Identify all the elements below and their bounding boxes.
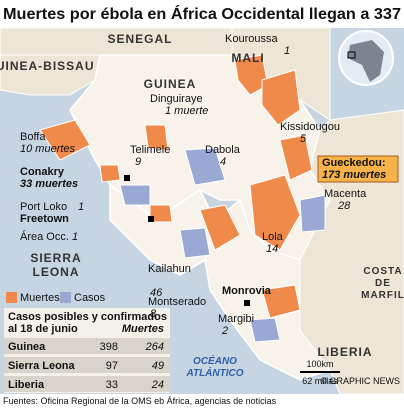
area-montserado: [261, 284, 301, 319]
table-cell: 33: [106, 379, 118, 391]
place-name: Margibi: [218, 313, 254, 325]
table-cell: Liberia: [8, 379, 45, 391]
table-cell: 97: [106, 360, 118, 372]
table-cell: Guinea: [8, 341, 46, 353]
place-name: Dinguiraye: [150, 93, 203, 105]
region-label: COSTA: [363, 266, 402, 277]
row-bg: [4, 376, 170, 392]
place-name: Port Loko: [20, 201, 67, 213]
region-label: LIBERIA: [318, 345, 373, 359]
place-name: Gueckedou:: [322, 157, 386, 169]
case-areas: [119, 147, 326, 343]
area-boffa: [39, 119, 91, 161]
place-name: Dabola: [205, 144, 241, 156]
place-name: Monrovia: [222, 285, 272, 297]
place-note: 8: [150, 308, 157, 320]
area-kissidougou: [279, 134, 313, 181]
place-name: Boffa: [20, 131, 46, 143]
area-margibi: [249, 317, 281, 343]
region-label: DE: [375, 278, 391, 289]
place-note: 5: [300, 133, 307, 145]
table-cell: Sierra Leona: [8, 360, 76, 372]
marker-freetown: [148, 216, 154, 222]
place-name: Área Occ.: [20, 230, 69, 243]
scale-label: 62 millas: [302, 376, 338, 386]
place-name: Montserado: [148, 296, 206, 308]
place-note: 173 muertes: [322, 169, 386, 181]
region-label: SENEGAL: [107, 32, 172, 46]
area-kouroussa: [234, 54, 269, 96]
table-cell: 264: [145, 341, 164, 353]
place-name: Freetown: [20, 213, 69, 225]
row-bg: [4, 357, 170, 373]
legend-label: Casos: [74, 292, 106, 304]
place-note: 1 muerte: [165, 105, 208, 117]
table-cell: 49: [152, 360, 164, 372]
place-note: 1: [72, 231, 78, 243]
region-label: MARFIL: [361, 290, 404, 301]
ocean-label: OCÉANO: [193, 354, 237, 367]
place-name: Conakry: [20, 166, 65, 178]
area-macenta: [299, 194, 326, 233]
region-label: SIERRA: [30, 251, 81, 265]
scale-label: 100km: [306, 359, 333, 369]
area-dabola: [184, 147, 226, 186]
place-note: 10 muertes: [20, 143, 76, 155]
map: [0, 27, 404, 395]
area-kenema: [179, 227, 211, 259]
area-conakry: [99, 164, 121, 183]
area-kailahun: [199, 204, 241, 251]
area-dinguiraye: [261, 69, 301, 126]
place-name: Macenta: [324, 188, 367, 200]
legend-swatch-cases: [60, 292, 71, 303]
credit: © GRAPHIC NEWS: [320, 376, 400, 386]
place-name: Kailahun: [148, 263, 191, 275]
place-note: 46: [150, 287, 163, 299]
gueckedou-box: [317, 155, 399, 183]
inset-globe: [338, 30, 394, 86]
region-label: GUINEA-BISSAU: [0, 59, 95, 73]
city-markers: [124, 175, 250, 306]
place-note: 1: [284, 45, 290, 57]
legend-label: Muertes: [20, 292, 60, 304]
place-note: 28: [337, 200, 351, 212]
table-header: Muertes: [122, 323, 164, 335]
death-areas: [39, 54, 313, 319]
place-note: 33 muertes: [20, 178, 78, 190]
africa: [348, 40, 384, 82]
place-note: 14: [266, 243, 278, 255]
place-name: Kouroussa: [225, 33, 278, 45]
place-name: Lola: [262, 231, 284, 243]
place-name: Kissidougou: [280, 121, 340, 133]
place-note: 9: [135, 156, 141, 168]
area-portloko: [119, 184, 151, 206]
row-bg: [4, 338, 170, 354]
region-label: LEONA: [33, 265, 80, 279]
marker-monrovia: [244, 300, 250, 306]
place-note: 1: [78, 201, 84, 213]
marker-conakry: [124, 175, 130, 181]
region-label: GUINEA: [144, 77, 197, 91]
region-label: MALI: [231, 51, 264, 65]
area-gueckedou: [249, 174, 301, 251]
table-caption: Casos posibles y confirmados: [8, 311, 167, 323]
table-cell: 24: [151, 379, 164, 391]
legend-swatch-deaths: [6, 292, 17, 303]
title: Muertes por ébola en África Occidental l…: [3, 4, 401, 23]
place-name: Telimele: [130, 144, 170, 156]
place-note: 4: [220, 156, 226, 168]
table-cell: 398: [100, 341, 118, 353]
locator: [347, 51, 356, 59]
source: Fuentes: Oficina Regional de la OMS eb Á…: [3, 396, 277, 406]
area-telimele: [144, 124, 169, 151]
table-caption: al 18 de junio: [8, 323, 78, 335]
place-note: 2: [221, 325, 228, 337]
ocean-label: ATLÁNTICO: [185, 366, 243, 379]
